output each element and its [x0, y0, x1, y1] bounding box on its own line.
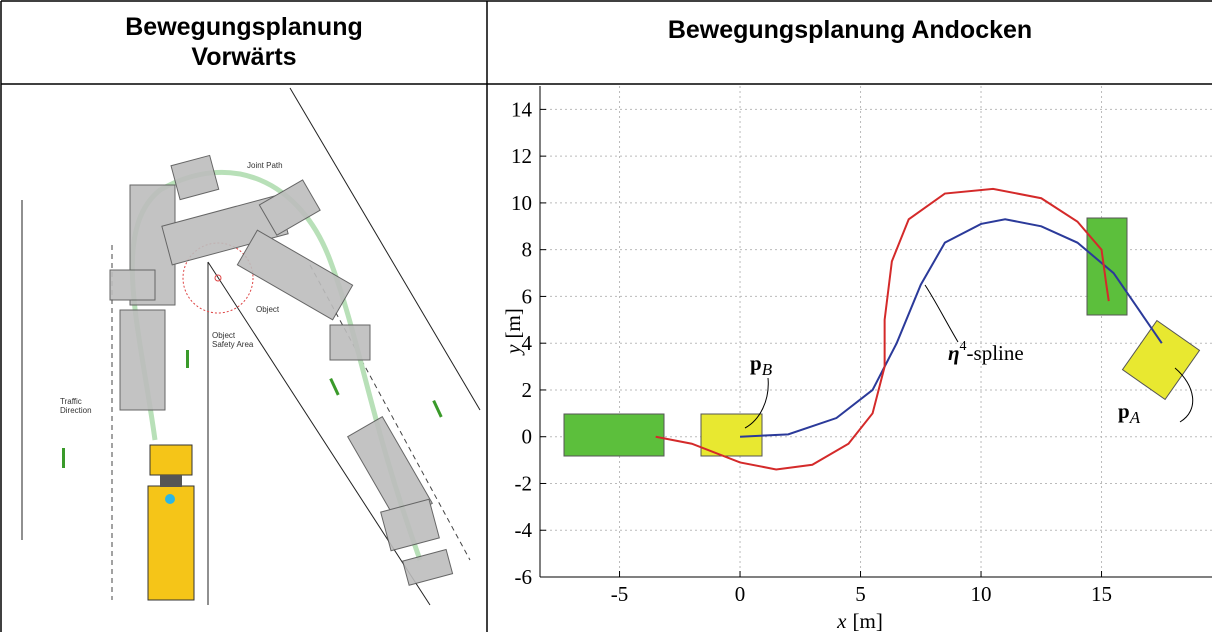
ann-power: 4: [960, 339, 967, 354]
x-tick-label: 5: [855, 582, 866, 606]
header-cell: Bewegungsplanung Andocken: [668, 16, 1032, 44]
annotation: η4-spline: [948, 339, 1024, 365]
y-tick-label: 2: [522, 378, 533, 402]
ann-symbol: η: [948, 341, 960, 365]
axis-var: x: [836, 609, 847, 632]
y-tick-label: 12: [511, 144, 532, 168]
y-tick-label: 8: [522, 238, 533, 262]
x-tick-label: 0: [735, 582, 746, 606]
arrow: [925, 285, 958, 342]
y-tick-label: -4: [515, 518, 533, 542]
vehicle: [701, 414, 762, 456]
ann-symbol: p: [750, 351, 762, 375]
axis-unit: [m]: [501, 308, 525, 338]
annotation: pA: [1118, 399, 1141, 427]
y-tick-label: 0: [522, 425, 533, 449]
x-tick-label: 10: [971, 582, 992, 606]
diagram-label: Object: [256, 305, 280, 314]
diagram-label: Joint Path: [247, 161, 283, 170]
annotation: pB: [750, 351, 773, 379]
y-tick-label: 6: [522, 284, 533, 308]
page: BewegungsplanungVorwärts Bewegungsplanun…: [0, 0, 1212, 632]
chart: -6-4-202468101214-505101520x[m]y[m]η4-sp…: [501, 86, 1212, 632]
y-tick-label: 10: [511, 191, 532, 215]
ann-sub: A: [1129, 408, 1141, 427]
header-line: Vorwärts: [191, 43, 296, 71]
ann-symbol: p: [1118, 399, 1130, 423]
axis-label: y [m]: [501, 308, 525, 356]
x-tick-label: 15: [1091, 582, 1112, 606]
ann-text: -spline: [967, 341, 1024, 365]
axis-label: x [m]: [836, 609, 883, 632]
ann-sub: B: [762, 360, 773, 379]
page-svg: BewegungsplanungVorwärts Bewegungsplanun…: [0, 0, 1212, 632]
y-tick-label: -6: [515, 565, 533, 589]
y-tick-label: 14: [511, 97, 533, 121]
axis-unit: [m]: [853, 609, 883, 632]
axis-var: y: [501, 344, 525, 356]
x-tick-label: -5: [611, 582, 629, 606]
y-tick-label: -2: [515, 471, 533, 495]
vehicle: [1122, 321, 1199, 400]
header-line: Bewegungsplanung: [125, 13, 363, 41]
vehicle: [564, 414, 664, 456]
